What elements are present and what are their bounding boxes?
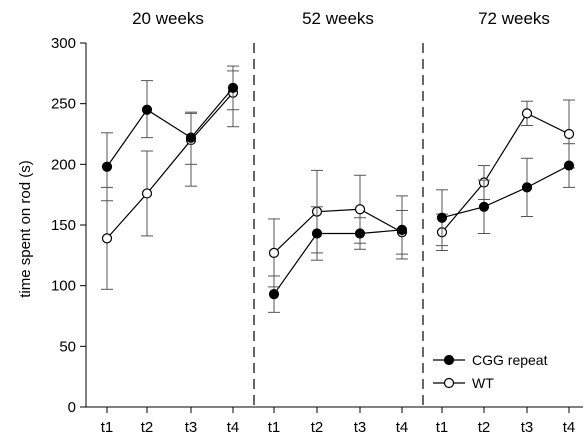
series-wt [101,70,239,290]
data-point-open [141,188,153,199]
x-tick-label: t3 [354,419,367,436]
series-line [441,165,570,219]
data-point-filled [141,104,153,115]
x-tick-label: t1 [436,419,449,436]
panel-title: 52 weeks [302,9,374,28]
series-wt [436,99,575,251]
x-tick-label: t3 [521,419,534,436]
x-tick-label: t4 [227,419,240,436]
y-tick-label: 100 [51,278,76,295]
data-point-filled [478,201,490,212]
series-line [273,208,403,254]
data-point-filled [396,224,408,235]
x-tick-label: t1 [101,419,114,436]
legend-marker [443,377,455,389]
data-point-filled [227,82,239,93]
data-point-open [354,204,366,215]
x-tick-label: t4 [396,419,409,436]
series-line [273,229,403,295]
data-point-open [268,247,280,259]
legend: CGG repeat WT [433,352,548,391]
data-point-filled [311,228,323,239]
data-point-filled [101,161,113,172]
data-point-open [101,233,113,244]
x-tick-label: t2 [141,419,154,436]
series-line [106,87,234,168]
series-wt [268,169,408,288]
x-tick-label: t1 [268,419,281,436]
y-tick-label: 250 [51,96,76,113]
y-tick-label: 150 [51,217,76,234]
axes-group: 0 50 100 150 200 250 300 [51,35,583,416]
data-point-filled [185,132,197,143]
legend-entry: CGG repeat [433,352,548,368]
series-cgg-repeat [268,195,408,313]
series-cgg-repeat [101,65,239,202]
legend-label: CGG repeat [472,352,548,368]
series-line [441,112,570,233]
y-tick-label: 0 [68,399,76,416]
data-point-filled [354,228,366,239]
data-point-open [563,128,575,140]
data-point-open [521,108,533,119]
data-point-filled [436,212,448,223]
x-tick-label: t2 [478,419,491,436]
y-tick-label: 50 [59,338,76,355]
data-point-filled [268,289,280,300]
legend-marker [443,354,455,366]
series-line [106,92,234,239]
panel-3: 72 weeks t1 t2 t3 t4 [436,9,576,436]
x-tick-label: t4 [563,419,576,436]
panel-title: 72 weeks [478,9,550,28]
data-point-filled [521,182,533,193]
series-cgg-repeat [436,143,575,247]
y-tick-label: 200 [51,156,76,173]
legend-label: WT [472,375,494,391]
panel-title: 20 weeks [132,9,204,28]
legend-entry: WT [433,375,494,391]
y-axis-label: time spent on rod (s) [17,160,34,298]
y-tick-label: 300 [51,35,76,52]
panel-2: 52 weeks t1 t2 t3 t4 [268,9,409,436]
x-tick-label: t3 [185,419,198,436]
panel-1: 20 weeks t1 t2 t3 t4 [101,9,240,436]
data-point-filled [563,160,575,171]
x-tick-label: t2 [311,419,324,436]
